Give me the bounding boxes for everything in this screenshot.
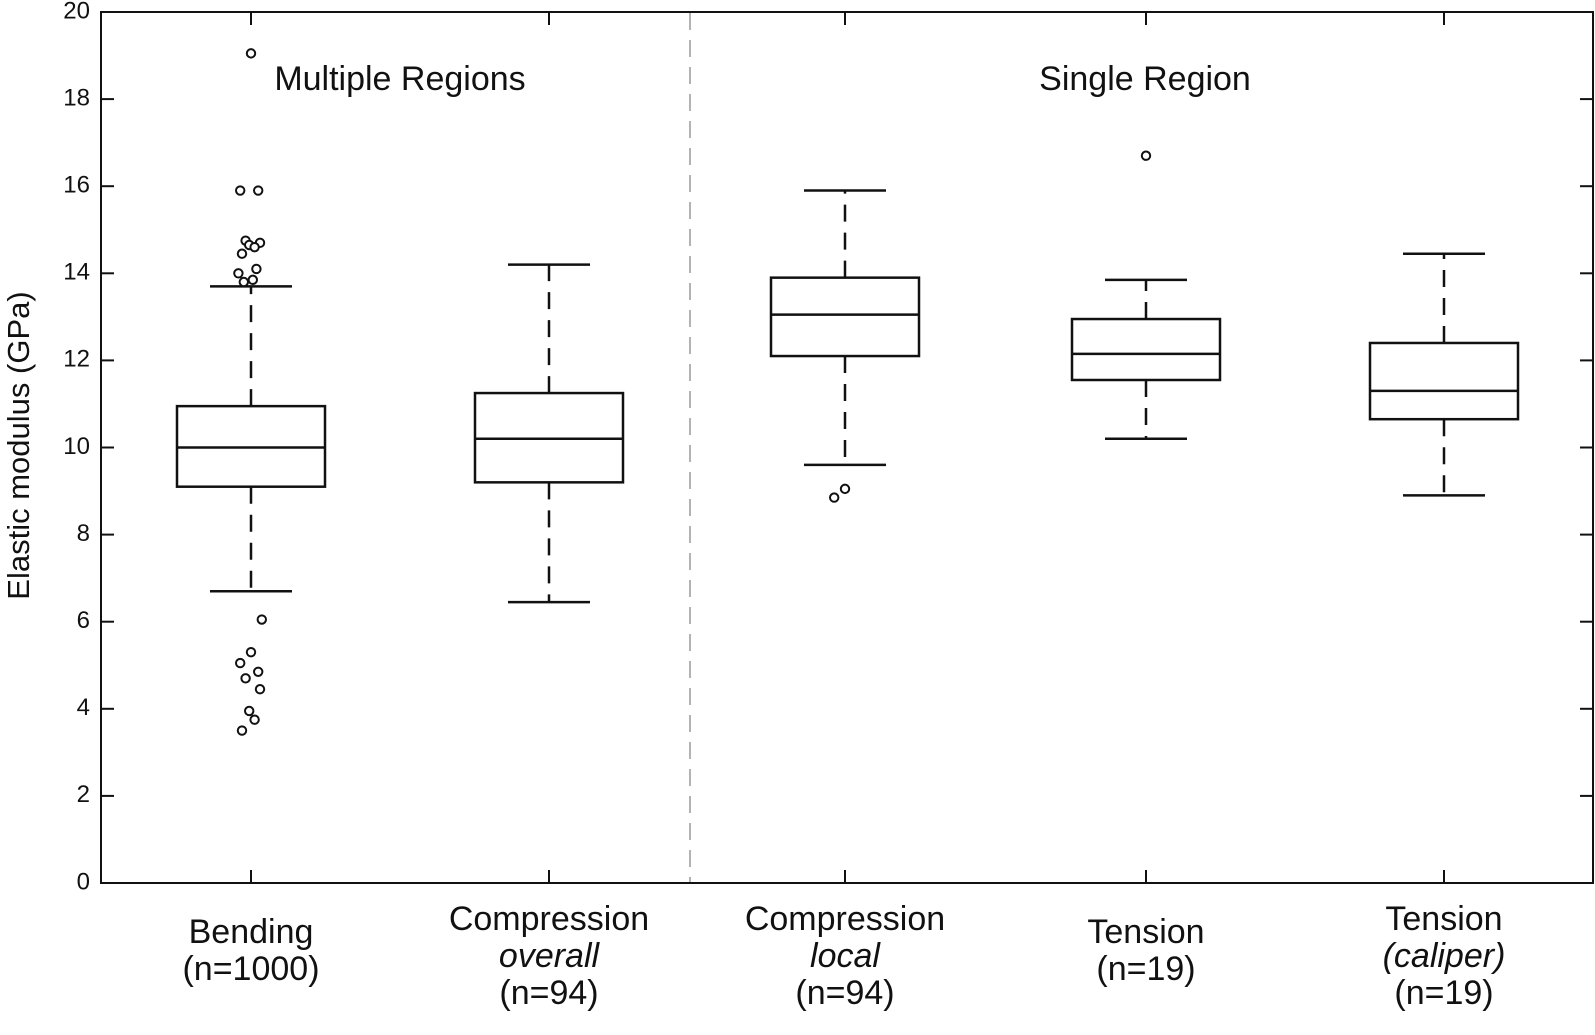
y-tick-label: 2 <box>77 781 90 808</box>
outlier-point <box>244 705 255 717</box>
outlier-point <box>839 483 851 495</box>
y-tick-label: 0 <box>77 868 90 895</box>
category-label-line1: Tension <box>1087 913 1204 951</box>
y-tick-label: 18 <box>63 84 90 111</box>
y-tick-label: 8 <box>77 520 90 547</box>
box-group <box>1368 12 1520 883</box>
box-group <box>769 12 921 883</box>
region-label: Single Region <box>1039 60 1251 98</box>
box-group <box>175 12 327 883</box>
region-label: Multiple Regions <box>274 60 525 98</box>
outlier-point <box>233 268 244 279</box>
category-label-line1: Bending <box>189 913 314 951</box>
outlier-point <box>249 714 260 725</box>
category-label-count: (n=94) <box>499 974 598 1012</box>
category-label-line2: (caliper) <box>1383 937 1506 975</box>
y-tick-label: 10 <box>63 433 90 460</box>
outlier-point <box>235 185 246 196</box>
category-label-line1: Compression <box>449 900 649 938</box>
y-tick-label: 6 <box>77 607 90 634</box>
iqr-box <box>1368 341 1520 421</box>
iqr-box <box>1070 317 1222 382</box>
outlier-point <box>235 657 246 669</box>
outlier-point <box>1140 150 1152 161</box>
outlier-point <box>256 614 267 625</box>
outlier-point <box>251 263 262 275</box>
outlier-point <box>829 492 840 503</box>
iqr-box <box>769 276 921 358</box>
box-group <box>1070 12 1222 883</box>
y-tick-label: 16 <box>63 172 90 199</box>
outlier-point <box>245 646 257 658</box>
outlier-point <box>236 248 248 259</box>
category-label-line2: overall <box>499 937 601 975</box>
category-label-count: (n=1000) <box>182 950 319 988</box>
category-label-count: (n=19) <box>1096 950 1195 988</box>
outlier-point <box>249 241 260 253</box>
outlier-point <box>253 185 264 196</box>
category-label-count: (n=19) <box>1394 974 1493 1012</box>
outlier-point <box>238 276 250 288</box>
outlier-point <box>253 666 264 677</box>
outlier-point <box>236 725 248 736</box>
outlier-point <box>240 673 251 684</box>
category-label-line1: Tension <box>1385 900 1502 938</box>
y-axis-label: Elastic modulus (GPa) <box>1 291 36 599</box>
outlier-point <box>254 684 266 695</box>
category-label-line2: local <box>810 937 881 975</box>
y-tick-label: 20 <box>63 0 90 24</box>
category-label-count: (n=94) <box>795 974 894 1012</box>
y-tick-label: 4 <box>77 694 90 721</box>
y-tick-label: 14 <box>63 259 90 286</box>
category-label-line1: Compression <box>745 900 945 938</box>
box-group <box>473 12 625 883</box>
y-tick-label: 12 <box>63 346 90 373</box>
outlier-point <box>247 274 259 286</box>
outlier-point <box>245 48 257 59</box>
